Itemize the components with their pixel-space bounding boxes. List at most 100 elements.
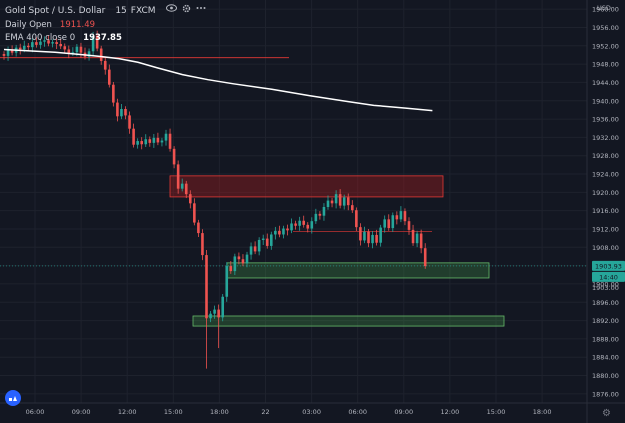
- eye-icon[interactable]: [165, 4, 177, 19]
- candle-body: [87, 51, 91, 57]
- resistance-zone[interactable]: [169, 175, 444, 198]
- candle-body: [298, 220, 301, 226]
- candle-body: [136, 141, 139, 145]
- candle-body: [176, 164, 180, 189]
- candlesticks: [2, 30, 427, 369]
- candle-body: [391, 215, 395, 229]
- candle-body: [59, 43, 62, 47]
- interval-label[interactable]: 15: [115, 5, 127, 16]
- price-tick-label: 1900.00: [592, 280, 619, 288]
- candle-body: [253, 246, 257, 252]
- ema-400-line: [3, 48, 433, 112]
- time-tick-label: 18:00: [533, 408, 552, 416]
- secondary-price-label: 1903.00: [592, 284, 619, 292]
- candle-body: [274, 230, 277, 235]
- candle-body: [257, 239, 261, 252]
- price-axis[interactable]: 1960.00 1956.00 1952.00 1948.00 1944.00 1940.…: [586, 0, 625, 423]
- candle-body: [140, 141, 143, 145]
- price-tick-label: 1936.00: [592, 116, 619, 124]
- price-tick-label: 1960.00: [592, 6, 619, 14]
- last-price-badge[interactable]: [592, 260, 625, 271]
- candle-body: [205, 255, 208, 319]
- candle-body: [403, 211, 407, 222]
- candle-body: [278, 230, 281, 235]
- candle-body: [334, 194, 338, 204]
- candle-body: [144, 139, 148, 145]
- candle-body: [67, 49, 71, 54]
- countdown-value: 14:40: [599, 273, 618, 281]
- horizontal-levels: [0, 57, 587, 267]
- price-tick-label: 1916.00: [592, 207, 619, 215]
- price-tick-label: 1928.00: [592, 152, 619, 160]
- candle-body: [338, 194, 342, 206]
- candle-body: [351, 205, 354, 211]
- candle-body: [286, 228, 289, 231]
- candle-body: [294, 223, 297, 226]
- price-tick-label: 1896.00: [592, 299, 619, 307]
- tradingview-logo-icon[interactable]: [5, 390, 21, 406]
- time-tick-label: 18:00: [210, 408, 229, 416]
- price-tick-label: 1944.00: [592, 79, 619, 87]
- candle-body: [395, 215, 399, 220]
- support-zone-upper[interactable]: [226, 262, 490, 279]
- candle-body: [27, 45, 30, 48]
- candle-body: [322, 206, 326, 216]
- candle-body: [221, 296, 224, 318]
- price-tick-label: 1932.00: [592, 134, 619, 142]
- candle-body: [95, 35, 99, 49]
- time-tick-label: 15:00: [164, 408, 183, 416]
- candle-body: [342, 197, 346, 206]
- countdown-badge[interactable]: [592, 271, 625, 282]
- ema-label: EMA 400 close 0: [5, 33, 76, 43]
- candle-body: [31, 42, 34, 48]
- candle-body: [302, 220, 305, 225]
- candle-body: [43, 40, 46, 42]
- candle-body: [383, 219, 386, 228]
- price-tick-label: 1892.00: [592, 317, 619, 325]
- more-icon[interactable]: [196, 4, 206, 19]
- candle-body: [318, 213, 322, 216]
- candle-body: [2, 54, 6, 56]
- candle-body: [148, 139, 152, 143]
- price-tick-label: 1956.00: [592, 24, 619, 32]
- candle-body: [367, 231, 370, 244]
- price-tick-label: 1948.00: [592, 61, 619, 69]
- candle-body: [172, 148, 176, 165]
- candle-body: [152, 137, 156, 143]
- candle-body: [363, 231, 366, 241]
- candle-body: [306, 224, 310, 229]
- candle-body: [128, 115, 131, 129]
- candle-body: [99, 48, 103, 61]
- chart-legend: Gold Spot / U.S. Dollar 15 FXCM Daily Op…: [5, 4, 206, 46]
- candle-body: [116, 102, 119, 117]
- chart-settings-gear-icon[interactable]: ⚙: [602, 408, 611, 419]
- candle-body: [168, 133, 172, 149]
- settings-icon[interactable]: [182, 4, 191, 19]
- daily-open-value: 1911.49: [59, 19, 96, 30]
- time-tick-label: 09:00: [394, 408, 413, 416]
- price-tick-label: 1888.00: [592, 335, 619, 343]
- candle-body: [79, 46, 83, 53]
- exchange-label: FXCM: [130, 5, 156, 16]
- candle-body: [375, 234, 378, 243]
- time-tick-label: 09:00: [72, 408, 91, 416]
- time-axis[interactable]: 06:00 09:00 12:00 15:00 18:00 22 03:00 06:00 09:…: [0, 402, 625, 416]
- candle-body: [326, 200, 330, 207]
- price-tick-label: 1912.00: [592, 225, 619, 233]
- daily-open-label: Daily Open: [5, 19, 52, 30]
- price-tick-label: 1908.00: [592, 244, 619, 252]
- candle-body: [63, 46, 67, 50]
- time-tick-label: 06:00: [348, 408, 367, 416]
- candle-body: [270, 234, 273, 246]
- time-tick-label: 12:00: [441, 408, 460, 416]
- candle-body: [423, 248, 427, 267]
- candle-body: [310, 221, 314, 229]
- candle-body: [355, 210, 358, 228]
- candle-body: [103, 60, 107, 70]
- candle-body: [249, 246, 253, 255]
- candle-body: [225, 266, 229, 297]
- candle-body: [71, 52, 75, 54]
- support-zone-lower[interactable]: [192, 315, 505, 327]
- candle-body: [261, 238, 265, 240]
